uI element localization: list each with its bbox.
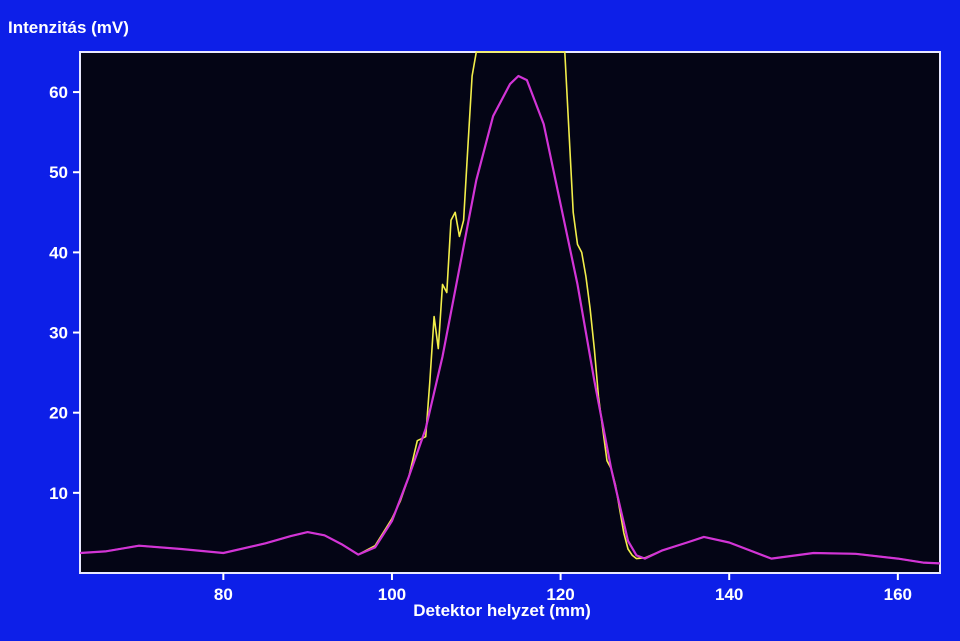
x-tick-label: 160 — [884, 585, 912, 604]
y-tick-label: 60 — [49, 83, 68, 102]
plot-area — [79, 51, 941, 574]
model-series-line — [79, 74, 941, 565]
y-tick-label: 40 — [49, 243, 68, 262]
y-tick-label: 10 — [49, 484, 68, 503]
y-axis: 10 20 30 40 50 60 — [49, 83, 80, 503]
y-tick-label: 30 — [49, 324, 68, 343]
x-axis-title: Detektor helyzet (mm) — [413, 601, 591, 620]
x-tick-label: 140 — [715, 585, 743, 604]
x-axis: 80 100 120 140 160 — [214, 573, 912, 604]
y-tick-label: 20 — [49, 404, 68, 423]
x-tick-label: 100 — [378, 585, 406, 604]
x-tick-label: 120 — [546, 585, 574, 604]
series-layer — [79, 51, 941, 565]
x-tick-label: 80 — [214, 585, 233, 604]
y-tick-label: 50 — [49, 163, 68, 182]
y-axis-title: Intenzitás (mV) — [8, 18, 129, 37]
